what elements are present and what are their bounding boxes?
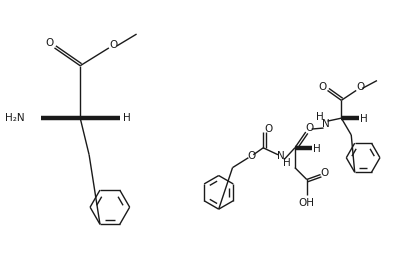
Text: O: O [264, 124, 272, 134]
Text: OH: OH [299, 198, 315, 208]
Text: H: H [360, 114, 368, 124]
Text: O: O [110, 40, 118, 50]
Text: N: N [322, 119, 329, 129]
Text: H: H [313, 144, 321, 154]
Text: H: H [283, 158, 291, 168]
Text: H: H [123, 113, 131, 123]
Text: O: O [321, 167, 329, 178]
Text: O: O [247, 151, 256, 161]
Text: O: O [319, 82, 327, 91]
Text: H₂N: H₂N [5, 113, 25, 123]
Text: O: O [356, 82, 364, 92]
Text: N: N [277, 151, 285, 161]
Text: O: O [45, 38, 54, 48]
Text: O: O [305, 123, 314, 133]
Text: H: H [316, 112, 323, 122]
